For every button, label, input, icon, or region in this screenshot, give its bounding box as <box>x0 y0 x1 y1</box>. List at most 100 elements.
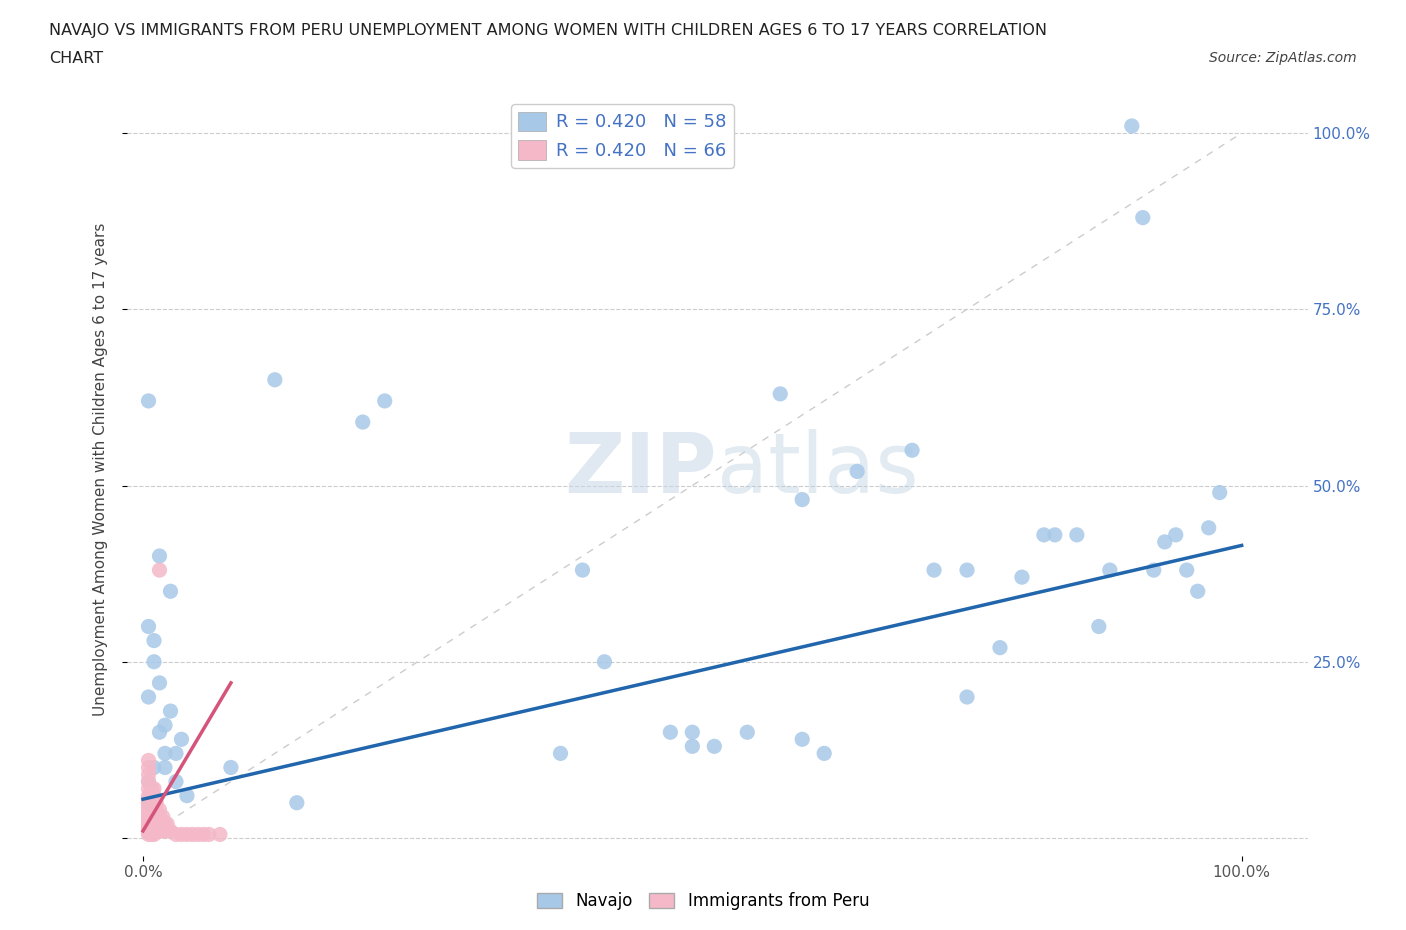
Point <box>138 817 160 831</box>
Point <box>138 806 160 821</box>
Point <box>138 823 160 838</box>
Point <box>138 753 160 768</box>
Point <box>138 827 160 842</box>
Point <box>148 817 170 831</box>
Point <box>988 640 1011 655</box>
Point <box>165 774 187 789</box>
Point <box>141 803 163 817</box>
Point <box>143 633 166 648</box>
Point <box>1143 563 1166 578</box>
Point <box>148 724 170 739</box>
Point <box>208 827 231 842</box>
Point <box>593 655 616 670</box>
Point <box>138 813 160 828</box>
Point <box>153 823 176 838</box>
Point <box>1198 521 1220 536</box>
Text: CHART: CHART <box>49 51 103 66</box>
Point <box>153 718 176 733</box>
Point <box>153 760 176 775</box>
Point <box>138 822 160 837</box>
Point <box>138 809 160 824</box>
Text: NAVAJO VS IMMIGRANTS FROM PERU UNEMPLOYMENT AMONG WOMEN WITH CHILDREN AGES 6 TO : NAVAJO VS IMMIGRANTS FROM PERU UNEMPLOYM… <box>49 23 1047 38</box>
Text: ZIP: ZIP <box>565 429 717 511</box>
Point <box>219 760 242 775</box>
Point <box>138 789 160 804</box>
Point <box>1098 563 1121 578</box>
Point <box>138 803 160 817</box>
Point <box>143 813 166 828</box>
Point <box>769 387 792 402</box>
Y-axis label: Unemployment Among Women with Children Ages 6 to 17 years: Unemployment Among Women with Children A… <box>93 223 108 716</box>
Point <box>143 655 166 670</box>
Point <box>1175 563 1198 578</box>
Point <box>143 820 166 835</box>
Point <box>1153 535 1175 550</box>
Text: atlas: atlas <box>717 429 918 511</box>
Point <box>170 827 193 842</box>
Point <box>141 795 163 810</box>
Point <box>156 823 179 838</box>
Point <box>148 803 170 817</box>
Point <box>1032 527 1054 542</box>
Point <box>138 795 160 810</box>
Point <box>141 781 163 796</box>
Point <box>138 817 160 832</box>
Point <box>145 795 167 810</box>
Point <box>143 823 166 838</box>
Point <box>138 774 160 789</box>
Point <box>1164 527 1187 542</box>
Point <box>138 774 160 789</box>
Point <box>1011 570 1033 585</box>
Point <box>792 732 814 747</box>
Point <box>148 675 170 690</box>
Point <box>152 823 174 838</box>
Point <box>1208 485 1230 500</box>
Point <box>138 619 160 634</box>
Point <box>1187 584 1209 599</box>
Point <box>165 827 187 842</box>
Point <box>659 724 682 739</box>
Point <box>156 817 179 831</box>
Point <box>159 584 181 599</box>
Point <box>922 563 945 578</box>
Point <box>550 746 572 761</box>
Point <box>141 820 163 835</box>
Point <box>792 492 814 507</box>
Point <box>145 809 167 824</box>
Point <box>159 704 181 719</box>
Point <box>846 464 869 479</box>
Point <box>138 825 160 840</box>
Point <box>176 827 198 842</box>
Point <box>159 823 181 838</box>
Point <box>148 549 170 564</box>
Point <box>138 393 160 408</box>
Point <box>143 827 166 842</box>
Point <box>1121 118 1143 133</box>
Point <box>153 817 176 831</box>
Point <box>285 795 308 810</box>
Point <box>1132 210 1154 225</box>
Point <box>138 689 160 704</box>
Point <box>681 724 703 739</box>
Point <box>138 781 160 796</box>
Point <box>165 746 187 761</box>
Point <box>1066 527 1088 542</box>
Point <box>956 689 979 704</box>
Point <box>181 827 204 842</box>
Point <box>138 767 160 782</box>
Point <box>170 732 193 747</box>
Point <box>141 813 163 828</box>
Point <box>198 827 221 842</box>
Point <box>138 791 160 806</box>
Point <box>1043 527 1066 542</box>
Point <box>138 799 160 814</box>
Point <box>138 820 160 835</box>
Point <box>143 760 166 775</box>
Point <box>813 746 835 761</box>
Point <box>145 803 167 817</box>
Point <box>143 817 166 831</box>
Point <box>193 827 215 842</box>
Point <box>152 809 174 824</box>
Point <box>141 823 163 838</box>
Point <box>143 795 166 810</box>
